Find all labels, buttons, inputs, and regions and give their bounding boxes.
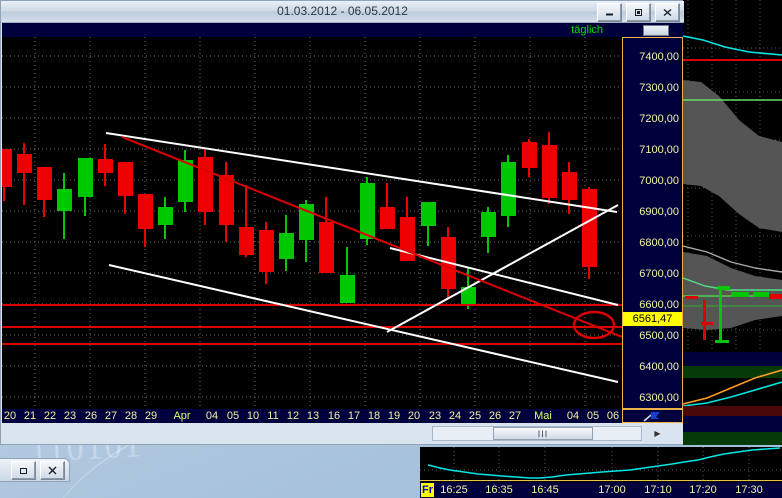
intraday-time-tick: 17:30 <box>735 484 763 496</box>
y-axis-tick: 6900,00 <box>639 206 679 218</box>
x-axis-tick: 21 <box>23 410 37 422</box>
y-axis-tick: 6500,00 <box>639 330 679 342</box>
x-axis-month-tick: Apr <box>173 410 191 422</box>
price-plot-svg <box>2 37 622 409</box>
intraday-chart-window[interactable]: 16:25 16:35 16:45 17:00 17:10 17:20 17:3… <box>420 447 782 498</box>
x-axis-tick: 13 <box>306 410 320 422</box>
intraday-time-tick: 16:35 <box>485 484 513 496</box>
x-axis-tick: 04 <box>566 410 580 422</box>
pen-icon <box>642 411 660 422</box>
y-axis-tick: 7400,00 <box>639 51 679 63</box>
chart-window-titlebar[interactable]: 01.03.2012 - 06.05.2012 <box>1 1 684 23</box>
chart-minimize-button[interactable] <box>643 25 669 36</box>
y-axis-tick: 6700,00 <box>639 268 679 280</box>
intraday-time-tick: 17:00 <box>598 484 626 496</box>
x-axis-tick: 20 <box>407 410 421 422</box>
x-axis-tick: 06 <box>606 410 620 422</box>
x-axis-tick: 20 <box>3 410 17 422</box>
intraday-time-tick: 17:10 <box>644 484 672 496</box>
x-axis-tick: 26 <box>488 410 502 422</box>
x-axis-tick: 23 <box>63 410 77 422</box>
horizontal-support-lines <box>2 304 622 345</box>
x-axis-tick: 04 <box>205 410 219 422</box>
x-axis-tick: 27 <box>104 410 118 422</box>
y-axis-tick: 6400,00 <box>639 361 679 373</box>
x-axis-tick: 26 <box>84 410 98 422</box>
interval-label: täglich <box>571 24 603 36</box>
price-axis[interactable]: 7400,00 7300,00 7200,00 7100,00 7000,00 … <box>622 37 683 409</box>
scroll-right-arrow[interactable]: ▶ <box>654 429 661 438</box>
chart-window[interactable]: 01.03.2012 - 06.05.2012 täglich <box>0 0 684 445</box>
ascending-support-line <box>386 204 619 333</box>
hand-drawn-circle-annotation <box>572 310 616 340</box>
x-axis-tick: 17 <box>347 410 361 422</box>
chart-body[interactable]: täglich <box>2 23 683 423</box>
x-axis-tick: 22 <box>43 410 57 422</box>
intraday-svg <box>420 447 782 482</box>
scrollbar-thumb[interactable]: III <box>493 427 593 440</box>
window-controls[interactable] <box>597 3 680 22</box>
restore-button[interactable] <box>626 3 651 22</box>
date-axis[interactable]: 20 21 22 23 26 27 28 29 Apr 04 05 10 11 … <box>2 409 622 423</box>
y-axis-tick: 6300,00 <box>639 392 679 404</box>
x-axis-tick: 28 <box>124 410 138 422</box>
x-axis-tick: 18 <box>367 410 381 422</box>
mid-fan-line <box>389 247 619 306</box>
x-axis-tick: 05 <box>586 410 600 422</box>
y-axis-tick: 7200,00 <box>639 113 679 125</box>
x-axis-tick: 27 <box>508 410 522 422</box>
x-axis-tick: 24 <box>448 410 462 422</box>
background-window-restore-button[interactable] <box>11 460 36 480</box>
x-axis-tick: 16 <box>327 410 341 422</box>
intraday-time-tick: 16:45 <box>531 484 559 496</box>
y-axis-tick: 7000,00 <box>639 175 679 187</box>
x-axis-tick: 25 <box>468 410 482 422</box>
x-axis-tick: 19 <box>387 410 401 422</box>
y-axis-tick: 7100,00 <box>639 144 679 156</box>
x-axis-month-tick: Mai <box>534 410 552 422</box>
y-axis-tick: 6600,00 <box>639 299 679 311</box>
intraday-plot[interactable] <box>420 447 782 482</box>
x-axis-tick: 10 <box>246 410 260 422</box>
right-indicator-svg <box>683 0 782 445</box>
minimize-button[interactable] <box>597 3 622 22</box>
x-axis-tick: 29 <box>144 410 158 422</box>
drawing-tool-button[interactable] <box>622 409 683 423</box>
intraday-time-tick: 17:20 <box>689 484 717 496</box>
intraday-day-label: Fr <box>421 483 434 497</box>
x-axis-tick: 05 <box>226 410 240 422</box>
trendlines <box>105 132 619 383</box>
chart-header-band <box>2 23 683 37</box>
y-axis-tick: 6800,00 <box>639 237 679 249</box>
chart-window-title: 01.03.2012 - 06.05.2012 <box>277 4 408 18</box>
y-axis-tick: 7300,00 <box>639 82 679 94</box>
x-axis-tick: 23 <box>428 410 442 422</box>
background-window[interactable] <box>0 458 70 482</box>
last-price-marker: 6561,47 <box>623 312 682 326</box>
price-plot[interactable] <box>2 37 622 409</box>
intraday-time-axis[interactable]: 16:25 16:35 16:45 17:00 17:10 17:20 17:3… <box>420 482 782 498</box>
lower-channel-line <box>108 264 619 383</box>
background-window-close-button[interactable] <box>40 460 65 480</box>
descending-resistance-line <box>121 136 622 338</box>
candle-series <box>2 132 597 309</box>
x-axis-tick: 11 <box>267 410 279 422</box>
close-button[interactable] <box>655 3 680 22</box>
right-indicator-panel[interactable] <box>683 0 782 445</box>
intraday-time-tick: 16:25 <box>440 484 468 496</box>
chart-scroll-row[interactable]: III ▶ <box>2 423 683 444</box>
x-axis-tick: 12 <box>286 410 300 422</box>
intraday-axis-rule-top <box>420 480 782 481</box>
upper-channel-line <box>105 132 618 213</box>
horizontal-scrollbar[interactable]: III <box>432 426 642 441</box>
